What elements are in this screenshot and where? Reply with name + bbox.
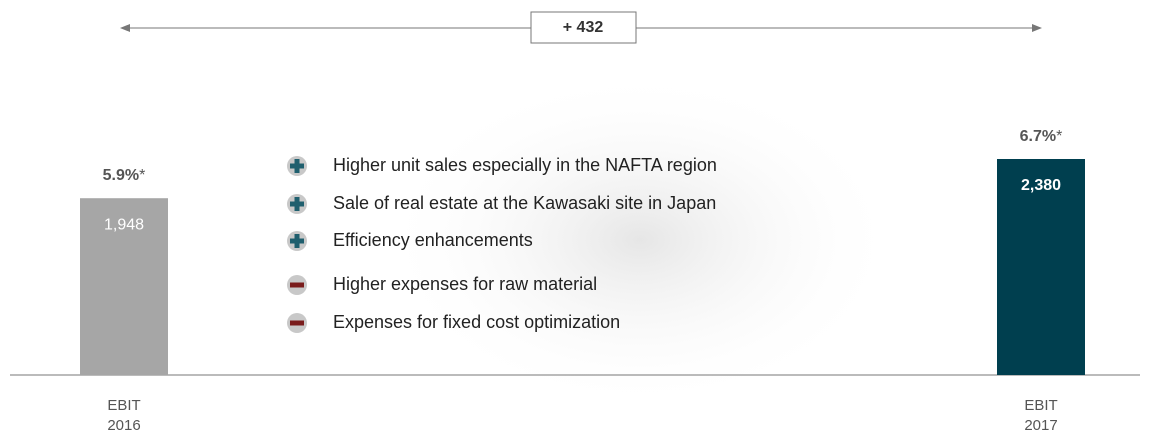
arrow-head	[1032, 24, 1042, 32]
factor-label: Sale of real estate at the Kawasaki site…	[333, 193, 716, 213]
category-label: EBIT 2016	[107, 397, 141, 434]
margin-value: 5.9%	[103, 167, 139, 184]
difference-label: + 432	[563, 19, 604, 36]
icon-bar	[294, 197, 300, 211]
factor-label: Higher expenses for raw material	[333, 274, 597, 294]
icon-bar	[290, 320, 304, 326]
background-image	[380, 70, 900, 410]
factor-label: Efficiency enhancements	[333, 230, 533, 250]
value-label: 1,948	[104, 216, 144, 233]
factor-label: Expenses for fixed cost optimization	[333, 312, 620, 332]
icon-bar	[294, 159, 300, 173]
icon-bar	[294, 234, 300, 248]
difference-box	[530, 11, 637, 44]
margin-label: 5.9%*	[103, 167, 146, 184]
value-label: 2,380	[1021, 177, 1061, 194]
footnote-mark: *	[139, 167, 145, 184]
footnote-mark: *	[1056, 128, 1062, 145]
margin-value: 6.7%	[1020, 128, 1056, 145]
category-label: EBIT 2017	[1024, 397, 1058, 434]
arrow-head	[120, 24, 130, 32]
margin-label: 6.7%*	[1020, 128, 1063, 145]
bar	[80, 198, 168, 375]
factor-label: Higher unit sales especially in the NAFT…	[333, 155, 717, 175]
bar	[997, 159, 1085, 375]
icon-bar	[290, 282, 304, 288]
